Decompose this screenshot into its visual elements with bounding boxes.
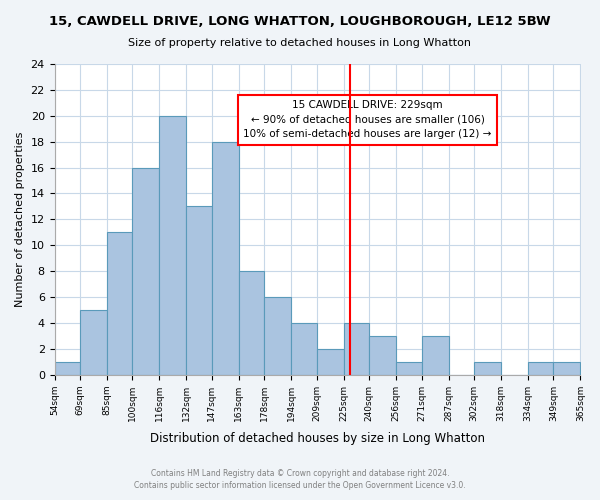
Bar: [317, 349, 344, 375]
Text: 15, CAWDELL DRIVE, LONG WHATTON, LOUGHBOROUGH, LE12 5BW: 15, CAWDELL DRIVE, LONG WHATTON, LOUGHBO…: [49, 15, 551, 28]
Bar: [187, 206, 212, 375]
Bar: [107, 232, 133, 375]
X-axis label: Distribution of detached houses by size in Long Whatton: Distribution of detached houses by size …: [150, 432, 485, 445]
Bar: [291, 323, 317, 375]
Text: 15 CAWDELL DRIVE: 229sqm
← 90% of detached houses are smaller (106)
10% of semi-: 15 CAWDELL DRIVE: 229sqm ← 90% of detach…: [243, 100, 491, 140]
Y-axis label: Number of detached properties: Number of detached properties: [15, 132, 25, 307]
Bar: [55, 362, 80, 375]
Text: Size of property relative to detached houses in Long Whatton: Size of property relative to detached ho…: [128, 38, 472, 48]
Bar: [528, 362, 553, 375]
Bar: [264, 297, 291, 375]
Bar: [239, 271, 264, 375]
Bar: [396, 362, 422, 375]
Bar: [80, 310, 107, 375]
Bar: [212, 142, 239, 375]
Bar: [553, 362, 580, 375]
Bar: [160, 116, 187, 375]
Bar: [474, 362, 501, 375]
Bar: [369, 336, 396, 375]
Bar: [422, 336, 449, 375]
Text: Contains HM Land Registry data © Crown copyright and database right 2024.
Contai: Contains HM Land Registry data © Crown c…: [134, 468, 466, 490]
Bar: [133, 168, 160, 375]
Bar: [344, 323, 369, 375]
